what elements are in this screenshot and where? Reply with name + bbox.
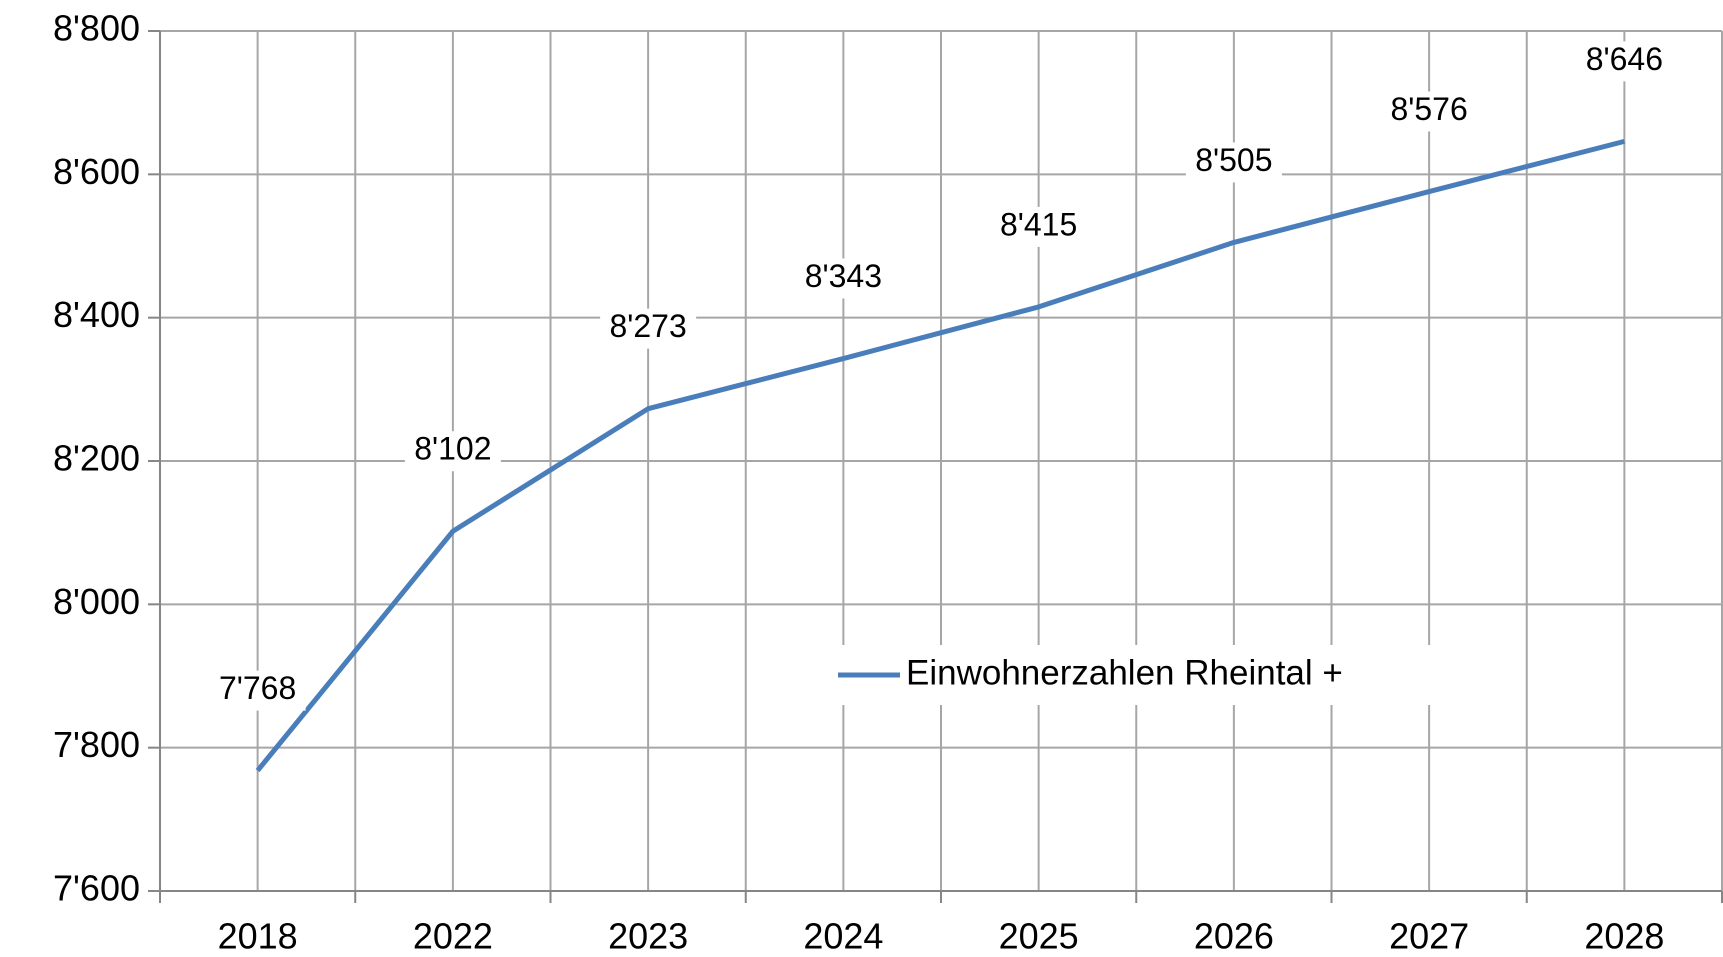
data-label-bg <box>990 206 1087 247</box>
y-tick-label: 7'800 <box>53 724 140 765</box>
y-tick-label: 8'000 <box>53 581 140 622</box>
x-tick-label: 2025 <box>999 916 1079 957</box>
data-label: 8'415 <box>1000 206 1077 242</box>
data-label: 8'102 <box>414 431 491 467</box>
x-tick-label: 2026 <box>1194 916 1274 957</box>
line-series <box>255 138 1626 773</box>
data-label-bg <box>404 431 501 472</box>
x-tick-label: 2024 <box>803 916 883 957</box>
x-tick-label: 2022 <box>413 916 493 957</box>
data-label: 7'768 <box>219 670 296 706</box>
y-tick-label: 8'600 <box>53 151 140 192</box>
data-label-bg <box>795 258 892 299</box>
legend-box <box>828 645 1438 705</box>
data-label: 8'576 <box>1390 91 1467 127</box>
data-label-bg <box>1185 142 1282 183</box>
x-tick-label: 2023 <box>608 916 688 957</box>
data-label: 8'343 <box>805 258 882 294</box>
y-tick-label: 8'800 <box>53 8 140 49</box>
x-tick-label: 2027 <box>1389 916 1469 957</box>
x-tick-label: 2018 <box>218 916 298 957</box>
data-label-bg <box>209 670 306 711</box>
y-tick-label: 8'400 <box>53 294 140 335</box>
y-tick-label: 7'600 <box>53 868 140 909</box>
x-tick-label: 2028 <box>1584 916 1664 957</box>
data-label: 8'273 <box>609 308 686 344</box>
legend-label: Einwohnerzahlen Rheintal + <box>906 653 1343 692</box>
data-label-bg <box>600 308 697 349</box>
y-tick-label: 8'200 <box>53 438 140 479</box>
data-label: 8'505 <box>1195 142 1272 178</box>
data-label-bg <box>1576 41 1673 82</box>
data-label: 8'646 <box>1586 41 1663 77</box>
data-label-bg <box>1381 91 1478 132</box>
